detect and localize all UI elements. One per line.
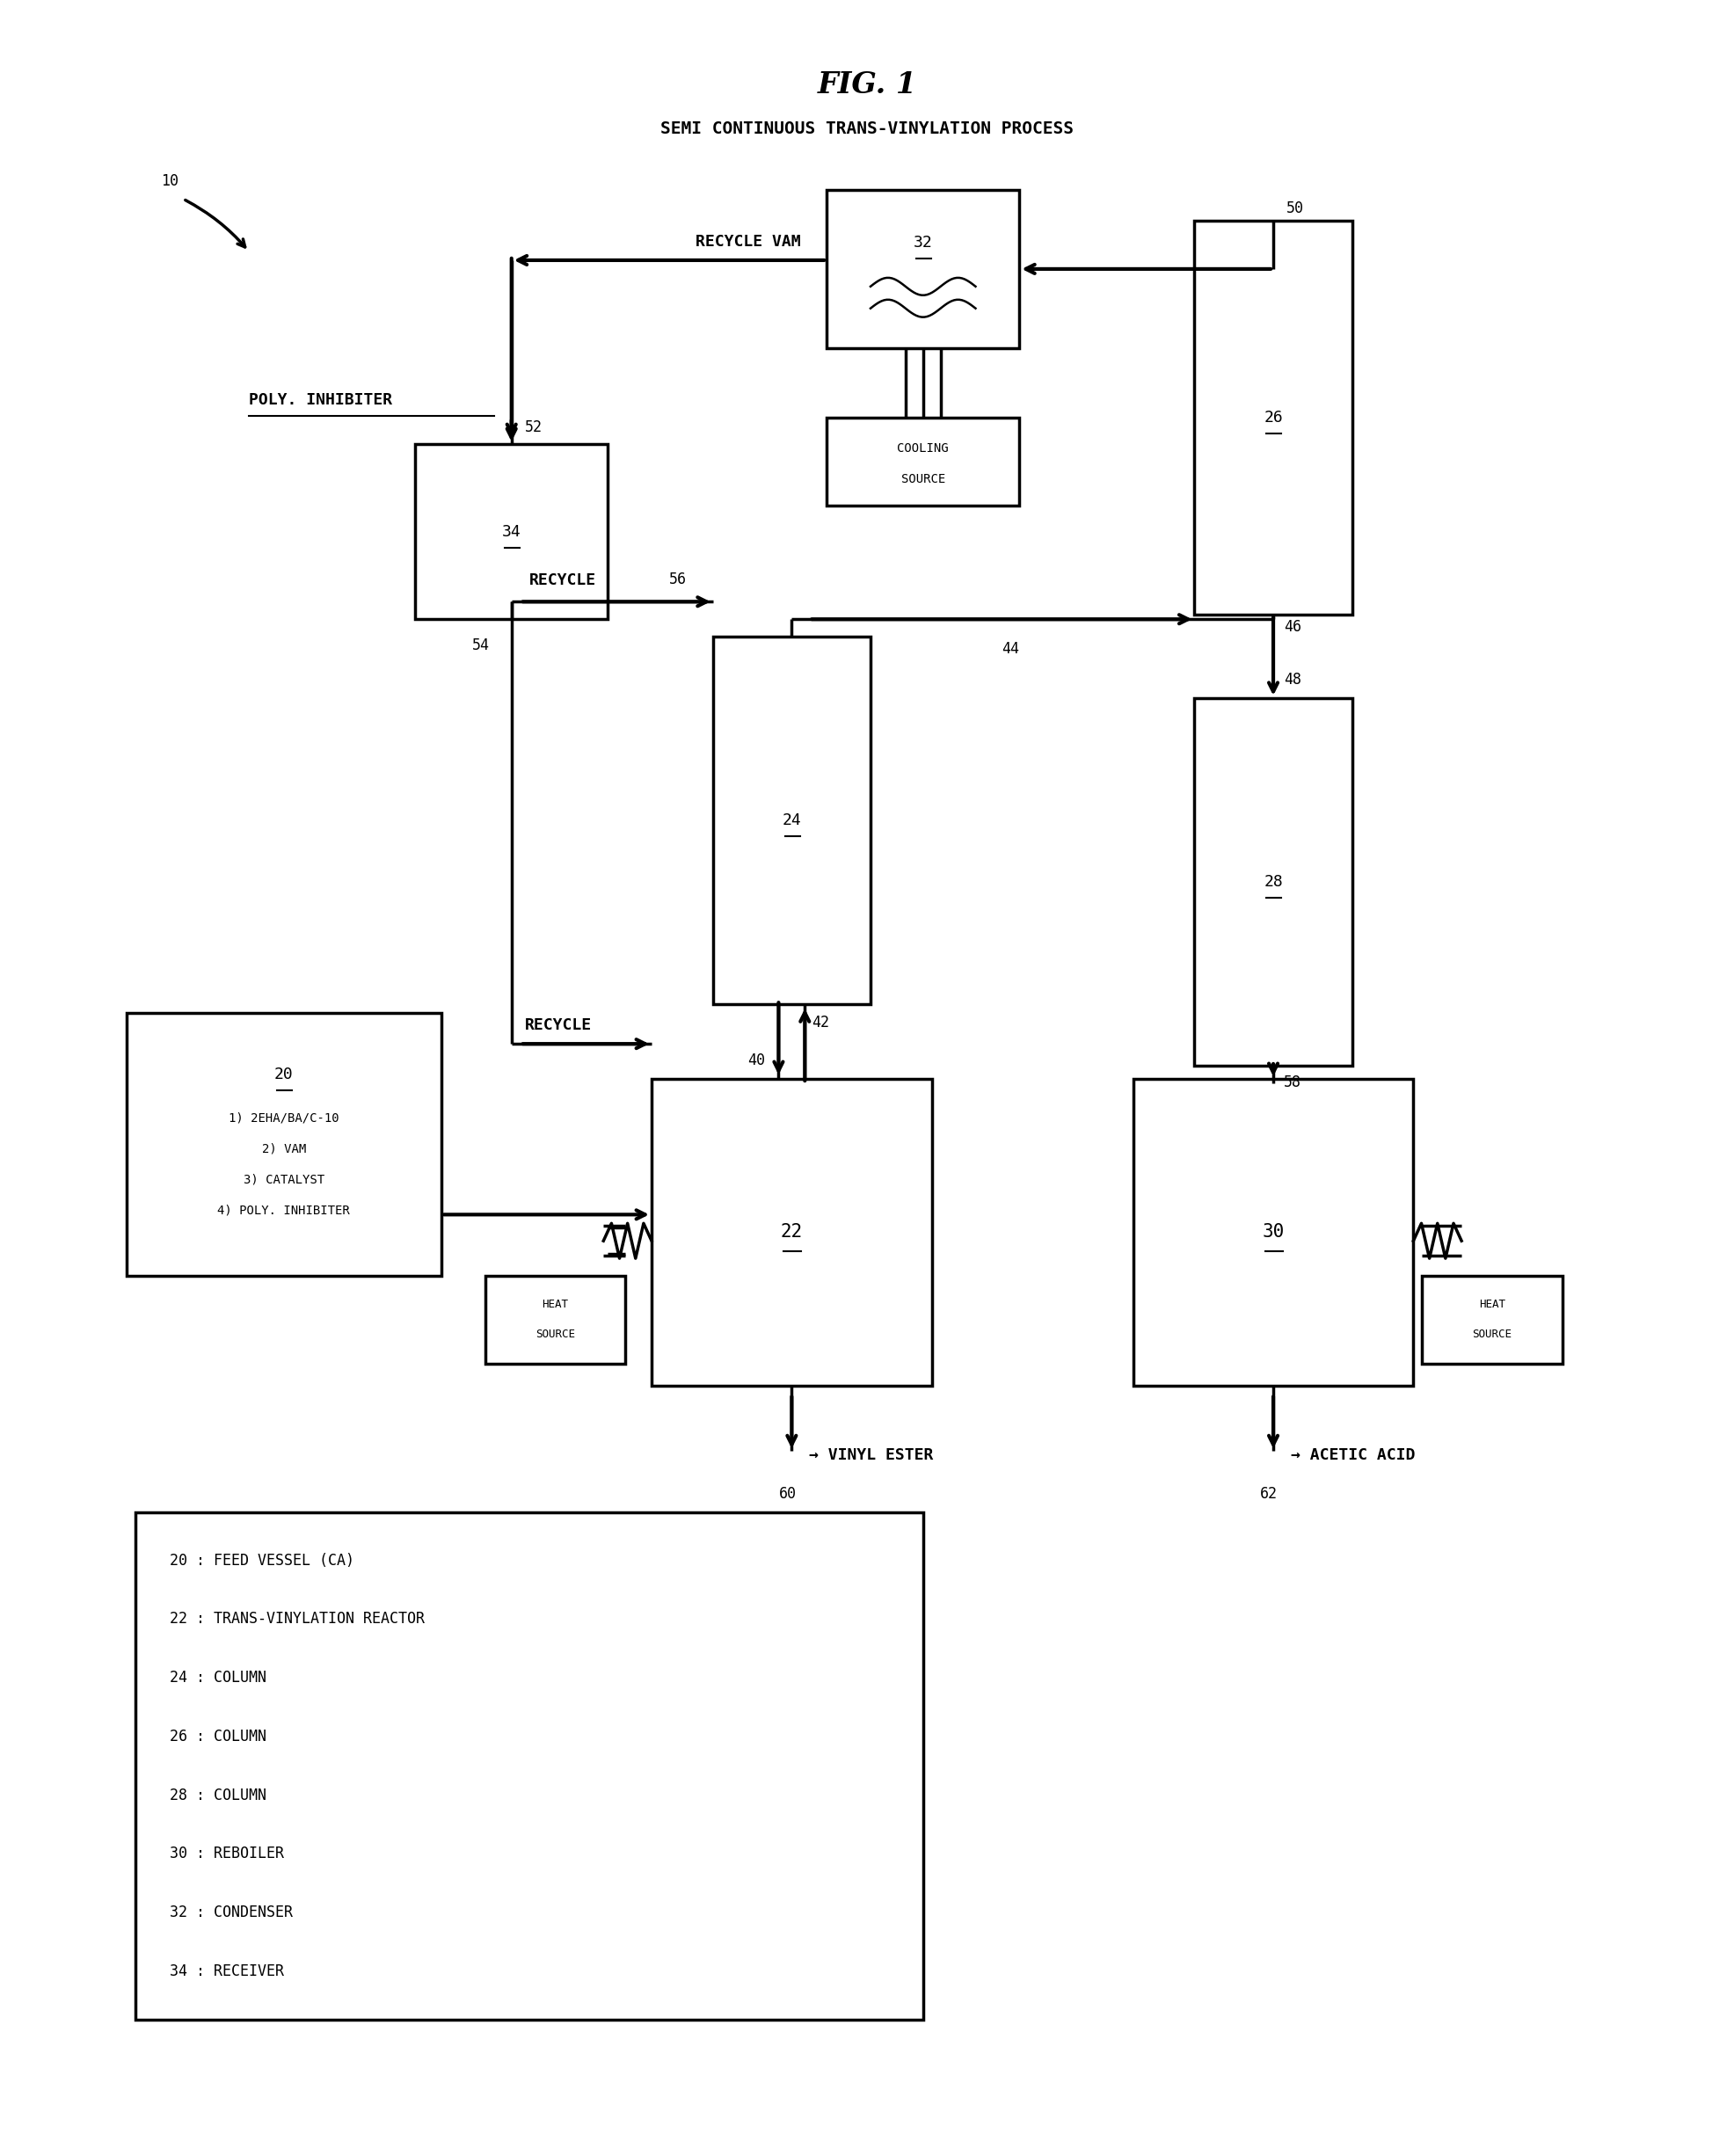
Text: 62: 62 xyxy=(1261,1485,1278,1503)
Text: 24: 24 xyxy=(782,813,801,828)
Text: → VINYL ESTER: → VINYL ESTER xyxy=(810,1447,933,1464)
Text: HEAT: HEAT xyxy=(1479,1300,1505,1311)
Text: FIG. 1: FIG. 1 xyxy=(817,71,917,99)
Text: 30 : REBOILER: 30 : REBOILER xyxy=(170,1846,284,1861)
Text: 30: 30 xyxy=(1262,1222,1285,1242)
Text: 28: 28 xyxy=(1264,873,1283,890)
Bar xyxy=(1195,220,1353,614)
Text: 32: 32 xyxy=(914,235,933,250)
Bar xyxy=(1422,1276,1562,1363)
Text: 40: 40 xyxy=(747,1052,765,1069)
Text: 20: 20 xyxy=(274,1067,293,1082)
Text: 58: 58 xyxy=(1283,1074,1302,1091)
Text: 2) VAM: 2) VAM xyxy=(262,1143,305,1156)
Text: POLY. INHIBITER: POLY. INHIBITER xyxy=(250,392,392,407)
Text: SEMI CONTINUOUS TRANS-VINYLATION PROCESS: SEMI CONTINUOUS TRANS-VINYLATION PROCESS xyxy=(661,121,1073,138)
Text: 34 : RECEIVER: 34 : RECEIVER xyxy=(170,1964,284,1979)
Text: HEAT: HEAT xyxy=(543,1300,569,1311)
Text: 54: 54 xyxy=(472,638,489,653)
Text: 28 : COLUMN: 28 : COLUMN xyxy=(170,1787,267,1802)
Text: 26: 26 xyxy=(1264,410,1283,425)
Text: 52: 52 xyxy=(525,420,543,436)
Text: 42: 42 xyxy=(812,1015,829,1031)
Text: SOURCE: SOURCE xyxy=(1472,1328,1512,1341)
Bar xyxy=(1134,1078,1413,1386)
Text: SOURCE: SOURCE xyxy=(902,472,945,485)
Text: 46: 46 xyxy=(1283,619,1302,636)
Text: RECYCLE VAM: RECYCLE VAM xyxy=(695,233,801,250)
Bar xyxy=(414,444,609,619)
Text: 10: 10 xyxy=(161,172,179,190)
Text: 20 : FEED VESSEL (CA): 20 : FEED VESSEL (CA) xyxy=(170,1552,355,1567)
Text: 4) POLY. INHIBITER: 4) POLY. INHIBITER xyxy=(217,1203,350,1216)
Text: 22: 22 xyxy=(780,1222,803,1242)
Bar xyxy=(827,190,1020,347)
Bar xyxy=(713,636,870,1005)
Text: 56: 56 xyxy=(669,571,687,589)
Text: 26 : COLUMN: 26 : COLUMN xyxy=(170,1729,267,1744)
Text: 60: 60 xyxy=(779,1485,796,1503)
Text: 34: 34 xyxy=(501,524,522,539)
Bar xyxy=(827,418,1020,505)
Text: → ACETIC ACID: → ACETIC ACID xyxy=(1290,1447,1415,1464)
Bar xyxy=(1195,699,1353,1065)
Text: 1) 2EHA/BA/C-10: 1) 2EHA/BA/C-10 xyxy=(229,1112,340,1125)
Bar xyxy=(127,1013,442,1276)
Bar xyxy=(486,1276,626,1363)
Text: SOURCE: SOURCE xyxy=(536,1328,576,1341)
Text: 44: 44 xyxy=(1002,640,1020,658)
Text: 24 : COLUMN: 24 : COLUMN xyxy=(170,1671,267,1686)
Text: RECYCLE: RECYCLE xyxy=(525,1018,591,1033)
Text: RECYCLE: RECYCLE xyxy=(529,573,596,589)
Text: 50: 50 xyxy=(1287,201,1304,216)
Text: COOLING: COOLING xyxy=(896,442,948,455)
Text: 32 : CONDENSER: 32 : CONDENSER xyxy=(170,1904,293,1921)
Bar xyxy=(135,1511,922,2020)
Text: 3) CATALYST: 3) CATALYST xyxy=(243,1173,324,1186)
Text: 48: 48 xyxy=(1283,673,1302,688)
Bar xyxy=(652,1078,931,1386)
Text: 22 : TRANS-VINYLATION REACTOR: 22 : TRANS-VINYLATION REACTOR xyxy=(170,1611,425,1628)
